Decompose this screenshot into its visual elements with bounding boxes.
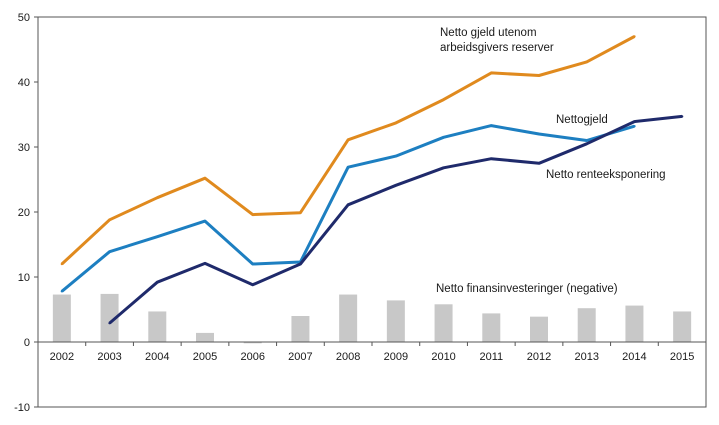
bar-2002 xyxy=(52,294,71,342)
series-line-1 xyxy=(60,124,635,293)
bar-2009 xyxy=(386,300,405,342)
x-tick-label: 2006 xyxy=(240,351,264,363)
bar-2003 xyxy=(100,293,119,342)
bar-2012 xyxy=(530,316,548,342)
point-2-2014 xyxy=(633,120,636,123)
annotation-line: Netto finansinvesteringer (negative) xyxy=(436,283,618,295)
point-0-2003 xyxy=(108,218,111,221)
point-0-2013 xyxy=(585,60,588,64)
bar-2015 xyxy=(673,311,692,342)
x-tick-label: 2013 xyxy=(574,351,598,363)
x-tick-label: 2005 xyxy=(193,351,217,363)
point-2-2010 xyxy=(442,166,445,169)
point-2-2006 xyxy=(251,283,254,286)
point-2-2004 xyxy=(156,281,159,284)
bar-series xyxy=(52,293,692,344)
bar-2013 xyxy=(577,308,596,342)
point-2-2012 xyxy=(537,162,541,165)
point-2-2009 xyxy=(394,184,398,187)
x-tick-label: 2011 xyxy=(479,351,503,363)
point-2-2013 xyxy=(585,142,588,145)
annotation-bars: Netto finansinvesteringer (negative) xyxy=(436,283,618,295)
point-0-2012 xyxy=(537,74,541,77)
bar-2010 xyxy=(434,304,453,342)
point-2-2007 xyxy=(299,262,302,266)
y-tick-label: 0 xyxy=(24,337,30,349)
point-0-2014 xyxy=(633,35,636,38)
y-tick-label: 10 xyxy=(18,272,30,284)
y-tick-label: 50 xyxy=(18,12,30,24)
annotation-light: Nettogjeld xyxy=(556,114,608,126)
y-tick-label: -10 xyxy=(14,402,30,414)
annotation-line: Netto gjeld utenom xyxy=(440,27,537,39)
point-1-2012 xyxy=(537,132,541,136)
point-0-2006 xyxy=(251,213,254,216)
y-tick-label: 30 xyxy=(18,142,30,154)
x-tick-label: 2002 xyxy=(50,351,74,363)
point-0-2005 xyxy=(203,177,207,180)
annotation-orange: Netto gjeld utenom arbeidsgivers reserver xyxy=(440,27,554,54)
point-0-2002 xyxy=(60,262,64,266)
plot-frame xyxy=(37,16,707,408)
bar-2005 xyxy=(196,332,214,342)
point-0-2004 xyxy=(156,196,159,199)
annotation-line: Netto renteeksponering xyxy=(546,169,666,181)
point-2-2011 xyxy=(490,157,493,160)
annotation-line: Nettogjeld xyxy=(556,114,608,126)
annotation-line: arbeidsgivers reserver xyxy=(440,42,554,54)
point-1-2010 xyxy=(442,136,445,139)
x-tick-label: 2009 xyxy=(384,351,408,363)
point-2-2003 xyxy=(108,321,111,325)
bar-2004 xyxy=(148,311,167,342)
point-1-2011 xyxy=(490,124,493,127)
x-tick-label: 2008 xyxy=(336,351,360,363)
bar-2011 xyxy=(482,313,501,342)
annotations: Netto gjeld utenom arbeidsgivers reserver… xyxy=(436,27,666,295)
bar-2008 xyxy=(339,294,358,342)
y-tick-label: 40 xyxy=(18,77,30,89)
point-2-2015 xyxy=(680,115,684,118)
x-tick-label: 2004 xyxy=(145,351,169,363)
annotation-dark: Netto renteeksponering xyxy=(546,169,666,181)
point-1-2003 xyxy=(108,250,111,253)
point-0-2010 xyxy=(442,98,445,101)
point-1-2004 xyxy=(156,235,159,238)
line-series xyxy=(60,35,684,325)
bar-2014 xyxy=(625,305,644,342)
point-1-2009 xyxy=(394,154,398,158)
point-0-2009 xyxy=(394,121,398,125)
point-1-2008 xyxy=(346,165,350,169)
x-tick-label: 2014 xyxy=(622,351,646,363)
bar-2006 xyxy=(243,342,262,344)
y-tick-label: 20 xyxy=(18,207,30,219)
x-tick-label: 2010 xyxy=(431,351,455,363)
x-tick-label: 2012 xyxy=(527,351,551,363)
x-tick-label: 2015 xyxy=(670,351,694,363)
point-2-2005 xyxy=(203,262,207,265)
point-1-2002 xyxy=(60,290,64,293)
point-2-2008 xyxy=(346,203,350,207)
point-1-2006 xyxy=(251,262,254,266)
axes: -10 0 10 20 30 40 50 2002 2003 2004 2005 2006 2007 20… xyxy=(14,12,707,414)
x-tick-label: 2007 xyxy=(288,351,312,363)
point-0-2008 xyxy=(346,138,350,142)
point-1-2005 xyxy=(203,219,207,223)
point-0-2007 xyxy=(299,211,302,214)
bar-2007 xyxy=(291,316,310,342)
point-1-2014 xyxy=(633,125,636,128)
series-line-0 xyxy=(60,35,636,266)
x-tick-label: 2003 xyxy=(97,351,121,363)
point-1-2013 xyxy=(585,139,588,142)
point-0-2011 xyxy=(490,71,493,75)
